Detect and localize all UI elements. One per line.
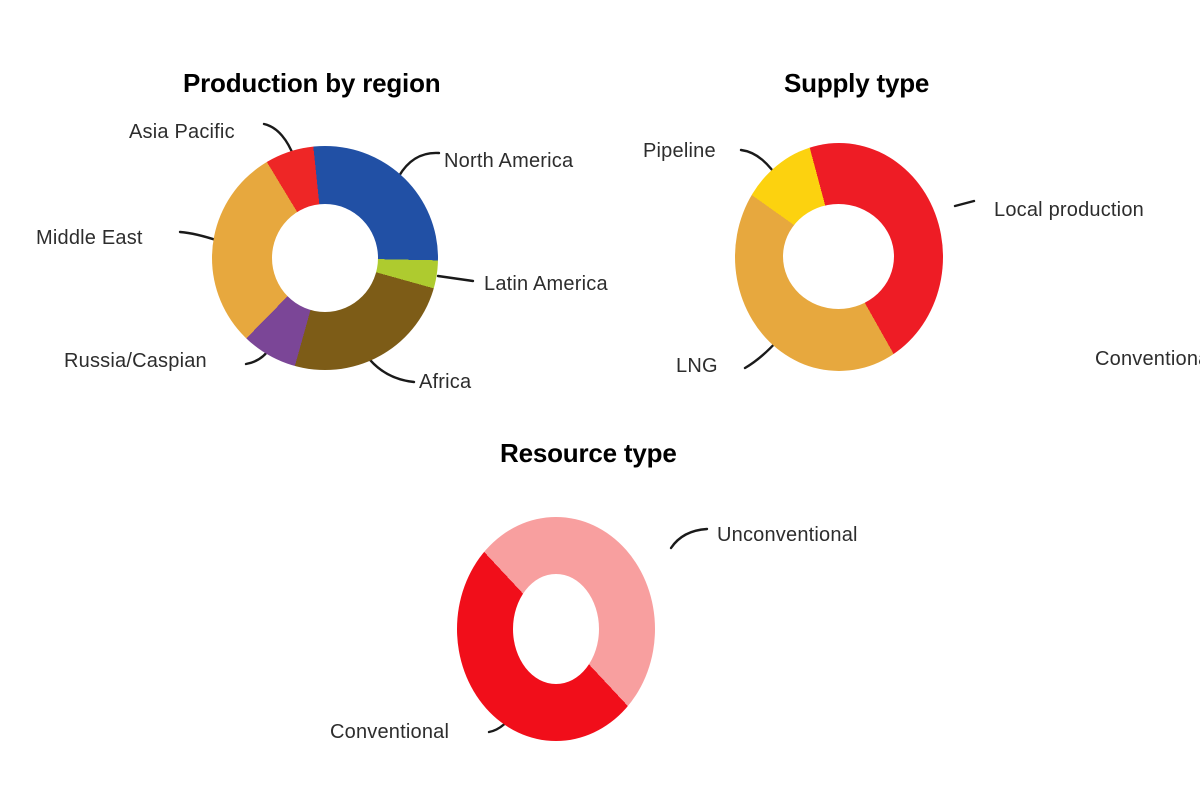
label-unconventional: Unconventional xyxy=(717,524,858,546)
donut-hole-production-by-region xyxy=(272,204,378,312)
leader-north-america xyxy=(397,151,441,178)
label-asia-pacific: Asia Pacific xyxy=(129,121,235,143)
label-local-production: Local production xyxy=(994,199,1144,221)
donut-hole-supply-type xyxy=(783,204,894,309)
label-africa: Africa xyxy=(419,371,472,393)
donut-production-by-region xyxy=(212,146,438,370)
label-conventional-clipped: Conventional xyxy=(1095,348,1200,370)
leader-unconventional xyxy=(669,527,709,550)
leader-local-production xyxy=(953,199,976,208)
label-lng: LNG xyxy=(676,355,718,377)
label-latin-america: Latin America xyxy=(484,273,608,295)
chart-title-resource-type: Resource type xyxy=(500,438,677,468)
donut-hole-resource-type xyxy=(513,574,599,684)
donut-supply-type xyxy=(735,143,943,371)
chart-title-supply-type: Supply type xyxy=(784,68,930,98)
donut-resource-type xyxy=(457,517,655,741)
leader-latin-america xyxy=(436,274,475,283)
chart-title-production-by-region: Production by region xyxy=(183,68,441,98)
label-pipeline: Pipeline xyxy=(643,140,716,162)
label-north-america: North America xyxy=(444,150,574,172)
label-conventional: Conventional xyxy=(330,721,450,743)
label-russia-caspian: Russia/Caspian xyxy=(64,350,207,372)
label-middle-east: Middle East xyxy=(36,227,143,249)
